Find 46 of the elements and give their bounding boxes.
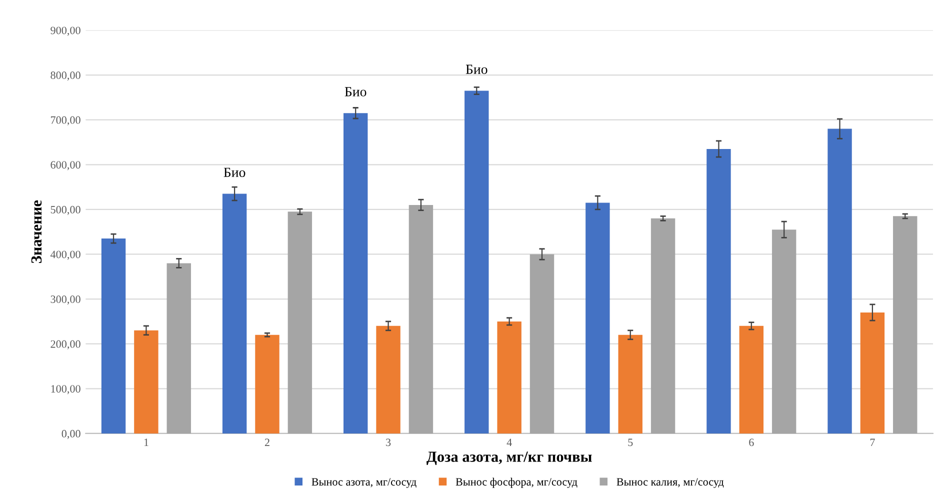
bar xyxy=(893,216,918,434)
x-tick-label: 6 xyxy=(749,438,754,446)
x-tick-label: 3 xyxy=(386,438,391,446)
legend-label: Вынос фосфора, мг/сосуд xyxy=(456,478,578,488)
y-tick-label: 0,00 xyxy=(62,430,80,440)
bar xyxy=(166,263,191,434)
bar xyxy=(101,238,126,434)
x-tick-label: 2 xyxy=(264,438,270,446)
bar xyxy=(706,148,731,434)
bar xyxy=(222,194,247,434)
bar xyxy=(464,90,489,434)
bar xyxy=(376,326,400,434)
bar xyxy=(255,334,280,434)
y-tick-label: 600,00 xyxy=(50,161,80,170)
x-axis-title: Доза азота, мг/кг почвы xyxy=(426,452,592,466)
bar xyxy=(343,113,368,434)
data-label: Био xyxy=(466,64,488,74)
y-tick-label: 200,00 xyxy=(50,340,80,350)
legend-label: Вынос азота, мг/сосуд xyxy=(312,478,416,488)
y-tick-label: 300,00 xyxy=(50,296,80,305)
y-tick-label: 900,00 xyxy=(50,26,80,36)
y-tick-label: 500,00 xyxy=(50,206,80,216)
bar xyxy=(650,218,676,434)
y-tick-label: 800,00 xyxy=(50,72,80,81)
y-tick-label: 100,00 xyxy=(51,385,80,394)
y-tick-label: 400,00 xyxy=(50,250,80,260)
bar xyxy=(408,204,434,434)
y-tick-label: 700,00 xyxy=(50,116,80,126)
bar xyxy=(586,202,610,434)
x-tick-label: 1 xyxy=(144,438,148,446)
y-axis-title: Значение xyxy=(31,200,42,263)
bar xyxy=(134,330,158,434)
bar xyxy=(618,334,642,434)
data-label: Био xyxy=(344,87,366,96)
data-label: Био xyxy=(224,168,246,178)
bar xyxy=(828,128,852,434)
bar xyxy=(860,312,885,434)
bar xyxy=(772,230,796,434)
x-tick-label: 4 xyxy=(506,438,512,446)
bar xyxy=(530,254,554,434)
x-tick-label: 7 xyxy=(870,438,875,446)
bar xyxy=(739,326,764,434)
legend-label: Вынос калия, мг/сосуд xyxy=(616,478,724,488)
bar xyxy=(497,321,522,434)
x-tick-label: 5 xyxy=(628,438,633,446)
bar xyxy=(288,212,312,434)
